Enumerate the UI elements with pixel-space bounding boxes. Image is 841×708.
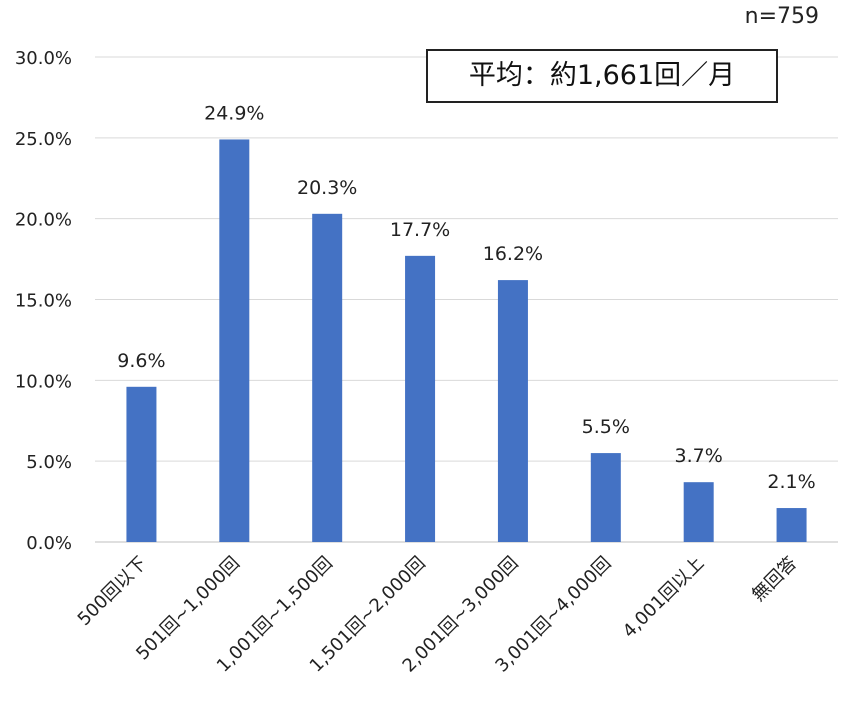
bar — [219, 139, 250, 542]
sample-size-label: n=759 — [744, 4, 819, 29]
y-tick-label: 10.0% — [15, 371, 72, 392]
x-axis-ticks: 500回以下501回~1,000回1,001回~1,500回1,501回~2,0… — [74, 553, 801, 677]
data-label: 16.2% — [483, 243, 543, 265]
data-label: 5.5% — [582, 416, 630, 438]
bars — [126, 139, 807, 543]
y-tick-label: 15.0% — [15, 291, 72, 312]
bar — [776, 508, 807, 542]
data-label: 20.3% — [297, 177, 357, 199]
y-tick-label: 30.0% — [15, 48, 72, 69]
bar — [312, 213, 343, 543]
data-labels: 9.6% 24.9% 20.3% 17.7% 16.2% 5.5% 3.7% 2.1% — [117, 102, 815, 493]
data-label: 17.7% — [390, 219, 450, 241]
y-tick-label: 0.0% — [26, 533, 72, 554]
average-annotation-box: 平均：約1,661回／月 — [426, 49, 778, 103]
y-tick-label: 20.0% — [15, 210, 72, 231]
bar — [590, 453, 621, 542]
x-tick-label: 4,001回以上 — [619, 553, 708, 642]
y-tick-label: 5.0% — [26, 452, 72, 473]
bar — [126, 386, 157, 542]
data-label: 2.1% — [767, 471, 815, 493]
x-tick-label: 無回答 — [748, 553, 801, 606]
x-tick-label: 500回以下 — [74, 553, 151, 630]
grid-lines — [95, 56, 838, 543]
data-label: 9.6% — [117, 350, 165, 372]
y-axis-ticks: 0.0% 5.0% 10.0% 15.0% 20.0% 25.0% 30.0% — [15, 48, 72, 554]
bar — [405, 255, 436, 542]
y-tick-label: 25.0% — [15, 129, 72, 150]
data-label: 3.7% — [675, 445, 723, 467]
bar — [497, 280, 528, 542]
data-label: 24.9% — [204, 102, 264, 124]
bar — [683, 482, 714, 542]
